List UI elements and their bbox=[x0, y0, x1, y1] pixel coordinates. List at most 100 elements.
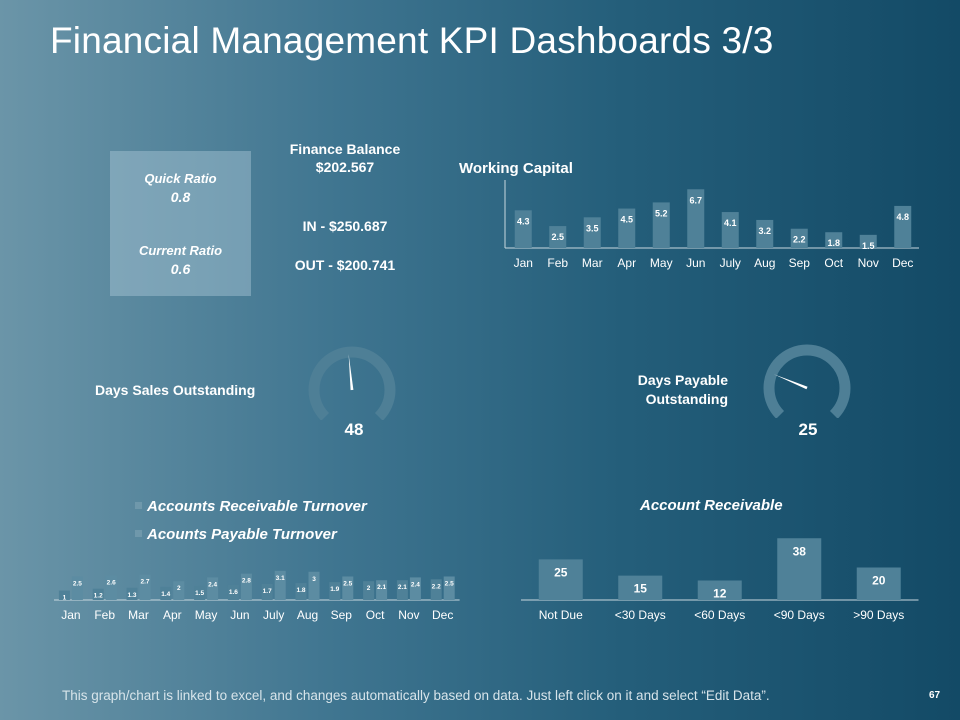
to-data-label: 2 bbox=[177, 585, 181, 592]
legend-label-receivable: Accounts Receivable Turnover bbox=[147, 498, 367, 515]
to-bar-receivable bbox=[58, 590, 70, 600]
legend-swatch-payable bbox=[135, 530, 142, 537]
page-number: 67 bbox=[929, 690, 941, 701]
to-data-label: 2.8 bbox=[242, 578, 251, 585]
to-data-label: 1.2 bbox=[94, 593, 103, 600]
wc-data-label: 5.2 bbox=[655, 208, 668, 218]
to-bar-payable bbox=[274, 570, 286, 600]
to-tick-label: Sep bbox=[331, 608, 353, 622]
to-data-label: 2.5 bbox=[73, 580, 82, 587]
ar-tick-label: <60 Days bbox=[694, 608, 745, 622]
ar-tick-label: <90 Days bbox=[774, 608, 825, 622]
finance-balance-amount: $202.567 bbox=[315, 159, 375, 175]
to-bar-payable bbox=[71, 576, 83, 600]
to-data-label: 1.7 bbox=[263, 588, 272, 595]
ar-data-label: 25 bbox=[554, 565, 568, 579]
to-data-label: 3 bbox=[312, 576, 316, 583]
footer-note: This graph/chart is linked to excel, and… bbox=[62, 688, 770, 703]
to-bar-receivable bbox=[194, 585, 206, 600]
to-data-label: 1.8 bbox=[296, 587, 305, 594]
to-tick-label: Jan bbox=[61, 608, 80, 622]
current-ratio-label: Current Ratio bbox=[138, 243, 223, 258]
to-data-label: 3.1 bbox=[276, 575, 285, 582]
ar-data-label: 20 bbox=[872, 574, 886, 588]
dso-gauge-needle bbox=[348, 354, 354, 391]
to-data-label: 2.4 bbox=[208, 581, 217, 588]
dpo-gauge-needle bbox=[773, 374, 808, 390]
to-data-label: 2.2 bbox=[432, 583, 441, 590]
to-bar-payable bbox=[308, 571, 320, 600]
to-bar-receivable bbox=[160, 586, 172, 600]
wc-tick-label: Sep bbox=[789, 256, 811, 270]
wc-bar bbox=[583, 217, 601, 248]
wc-bar bbox=[894, 205, 912, 248]
wc-data-label: 1.8 bbox=[827, 238, 840, 248]
to-tick-label: Apr bbox=[163, 608, 182, 622]
wc-tick-label: Mar bbox=[582, 256, 603, 270]
to-tick-label: Nov bbox=[398, 608, 419, 622]
account-receivable-chart: 25 Not Due 15 <30 Days 12 <60 Days 38 <90 Days 2… bbox=[521, 538, 919, 622]
legend-item-receivable-turnover: Accounts Receivable Turnover bbox=[135, 498, 367, 515]
to-data-label: 2 bbox=[367, 585, 371, 592]
to-tick-label: Dec bbox=[432, 608, 453, 622]
dpo-gauge-track bbox=[763, 344, 851, 418]
wc-bar bbox=[825, 232, 843, 248]
wc-data-label: 2.5 bbox=[551, 232, 564, 242]
to-tick-label: May bbox=[195, 608, 218, 622]
legend-label-payable: Acounts Payable Turnover bbox=[147, 526, 337, 543]
to-data-label: 2.1 bbox=[377, 584, 386, 591]
ar-bar bbox=[697, 580, 742, 600]
to-data-label: 1.3 bbox=[127, 592, 136, 599]
to-bar-payable bbox=[207, 577, 219, 600]
wc-bar bbox=[514, 210, 532, 248]
wc-tick-label: Feb bbox=[547, 256, 568, 270]
ratio-panel: Quick Ratio 0.8 Current Ratio 0.6 bbox=[110, 151, 251, 296]
wc-bar bbox=[652, 202, 670, 248]
to-bar-receivable bbox=[126, 587, 138, 600]
wc-tick-label: Jun bbox=[686, 256, 705, 270]
dpo-gauge bbox=[763, 344, 851, 418]
ar-bar bbox=[777, 538, 822, 600]
to-data-label: 1 bbox=[63, 595, 67, 602]
wc-tick-label: Nov bbox=[858, 256, 879, 270]
to-bar-receivable bbox=[430, 579, 442, 600]
to-bar-payable bbox=[173, 581, 185, 600]
ar-tick-label: >90 Days bbox=[853, 608, 904, 622]
to-tick-label: July bbox=[263, 608, 284, 622]
wc-data-label: 3.2 bbox=[758, 226, 771, 236]
to-bar-receivable bbox=[363, 581, 375, 600]
wc-data-label: 4.5 bbox=[620, 215, 633, 225]
account-receivable-title: Account Receivable bbox=[640, 497, 783, 514]
to-data-label: 2.1 bbox=[398, 584, 407, 591]
wc-data-label: 1.5 bbox=[862, 241, 875, 251]
wc-bar bbox=[687, 189, 705, 248]
to-tick-label: Jun bbox=[230, 608, 249, 622]
working-capital-chart: 4.3 Jan 2.5 Feb 3.5 Mar 4.5 Apr 5.2 May 6.7 Jun 4.1 J… bbox=[504, 180, 919, 270]
working-capital-title: Working Capital bbox=[459, 160, 573, 177]
to-bar-receivable bbox=[295, 583, 307, 600]
ar-data-label: 12 bbox=[713, 587, 727, 601]
ar-bar bbox=[856, 567, 901, 600]
finance-balance-title: Finance Balance bbox=[289, 141, 401, 157]
wc-tick-label: Oct bbox=[824, 256, 843, 270]
to-bar-receivable bbox=[92, 588, 104, 600]
quick-ratio-value: 0.8 bbox=[170, 189, 191, 205]
to-data-label: 2.5 bbox=[343, 580, 352, 587]
to-bar-payable bbox=[409, 577, 421, 600]
wc-data-label: 2.2 bbox=[793, 235, 806, 245]
dso-value: 48 bbox=[344, 420, 364, 439]
wc-data-label: 4.8 bbox=[896, 212, 909, 222]
to-data-label: 2.4 bbox=[411, 581, 420, 588]
ar-bar bbox=[618, 575, 663, 600]
wc-data-label: 4.1 bbox=[724, 218, 737, 228]
wc-tick-label: Apr bbox=[617, 256, 636, 270]
to-data-label: 2.5 bbox=[445, 580, 454, 587]
to-data-label: 1.6 bbox=[229, 589, 238, 596]
to-bar-payable bbox=[376, 580, 388, 600]
to-bar-payable bbox=[105, 575, 117, 600]
to-tick-label: Mar bbox=[128, 608, 149, 622]
dpo-label-line2: Outstanding bbox=[645, 391, 728, 407]
to-tick-label: Oct bbox=[366, 608, 385, 622]
dpo-value: 25 bbox=[798, 420, 818, 439]
wc-bar bbox=[721, 212, 739, 248]
